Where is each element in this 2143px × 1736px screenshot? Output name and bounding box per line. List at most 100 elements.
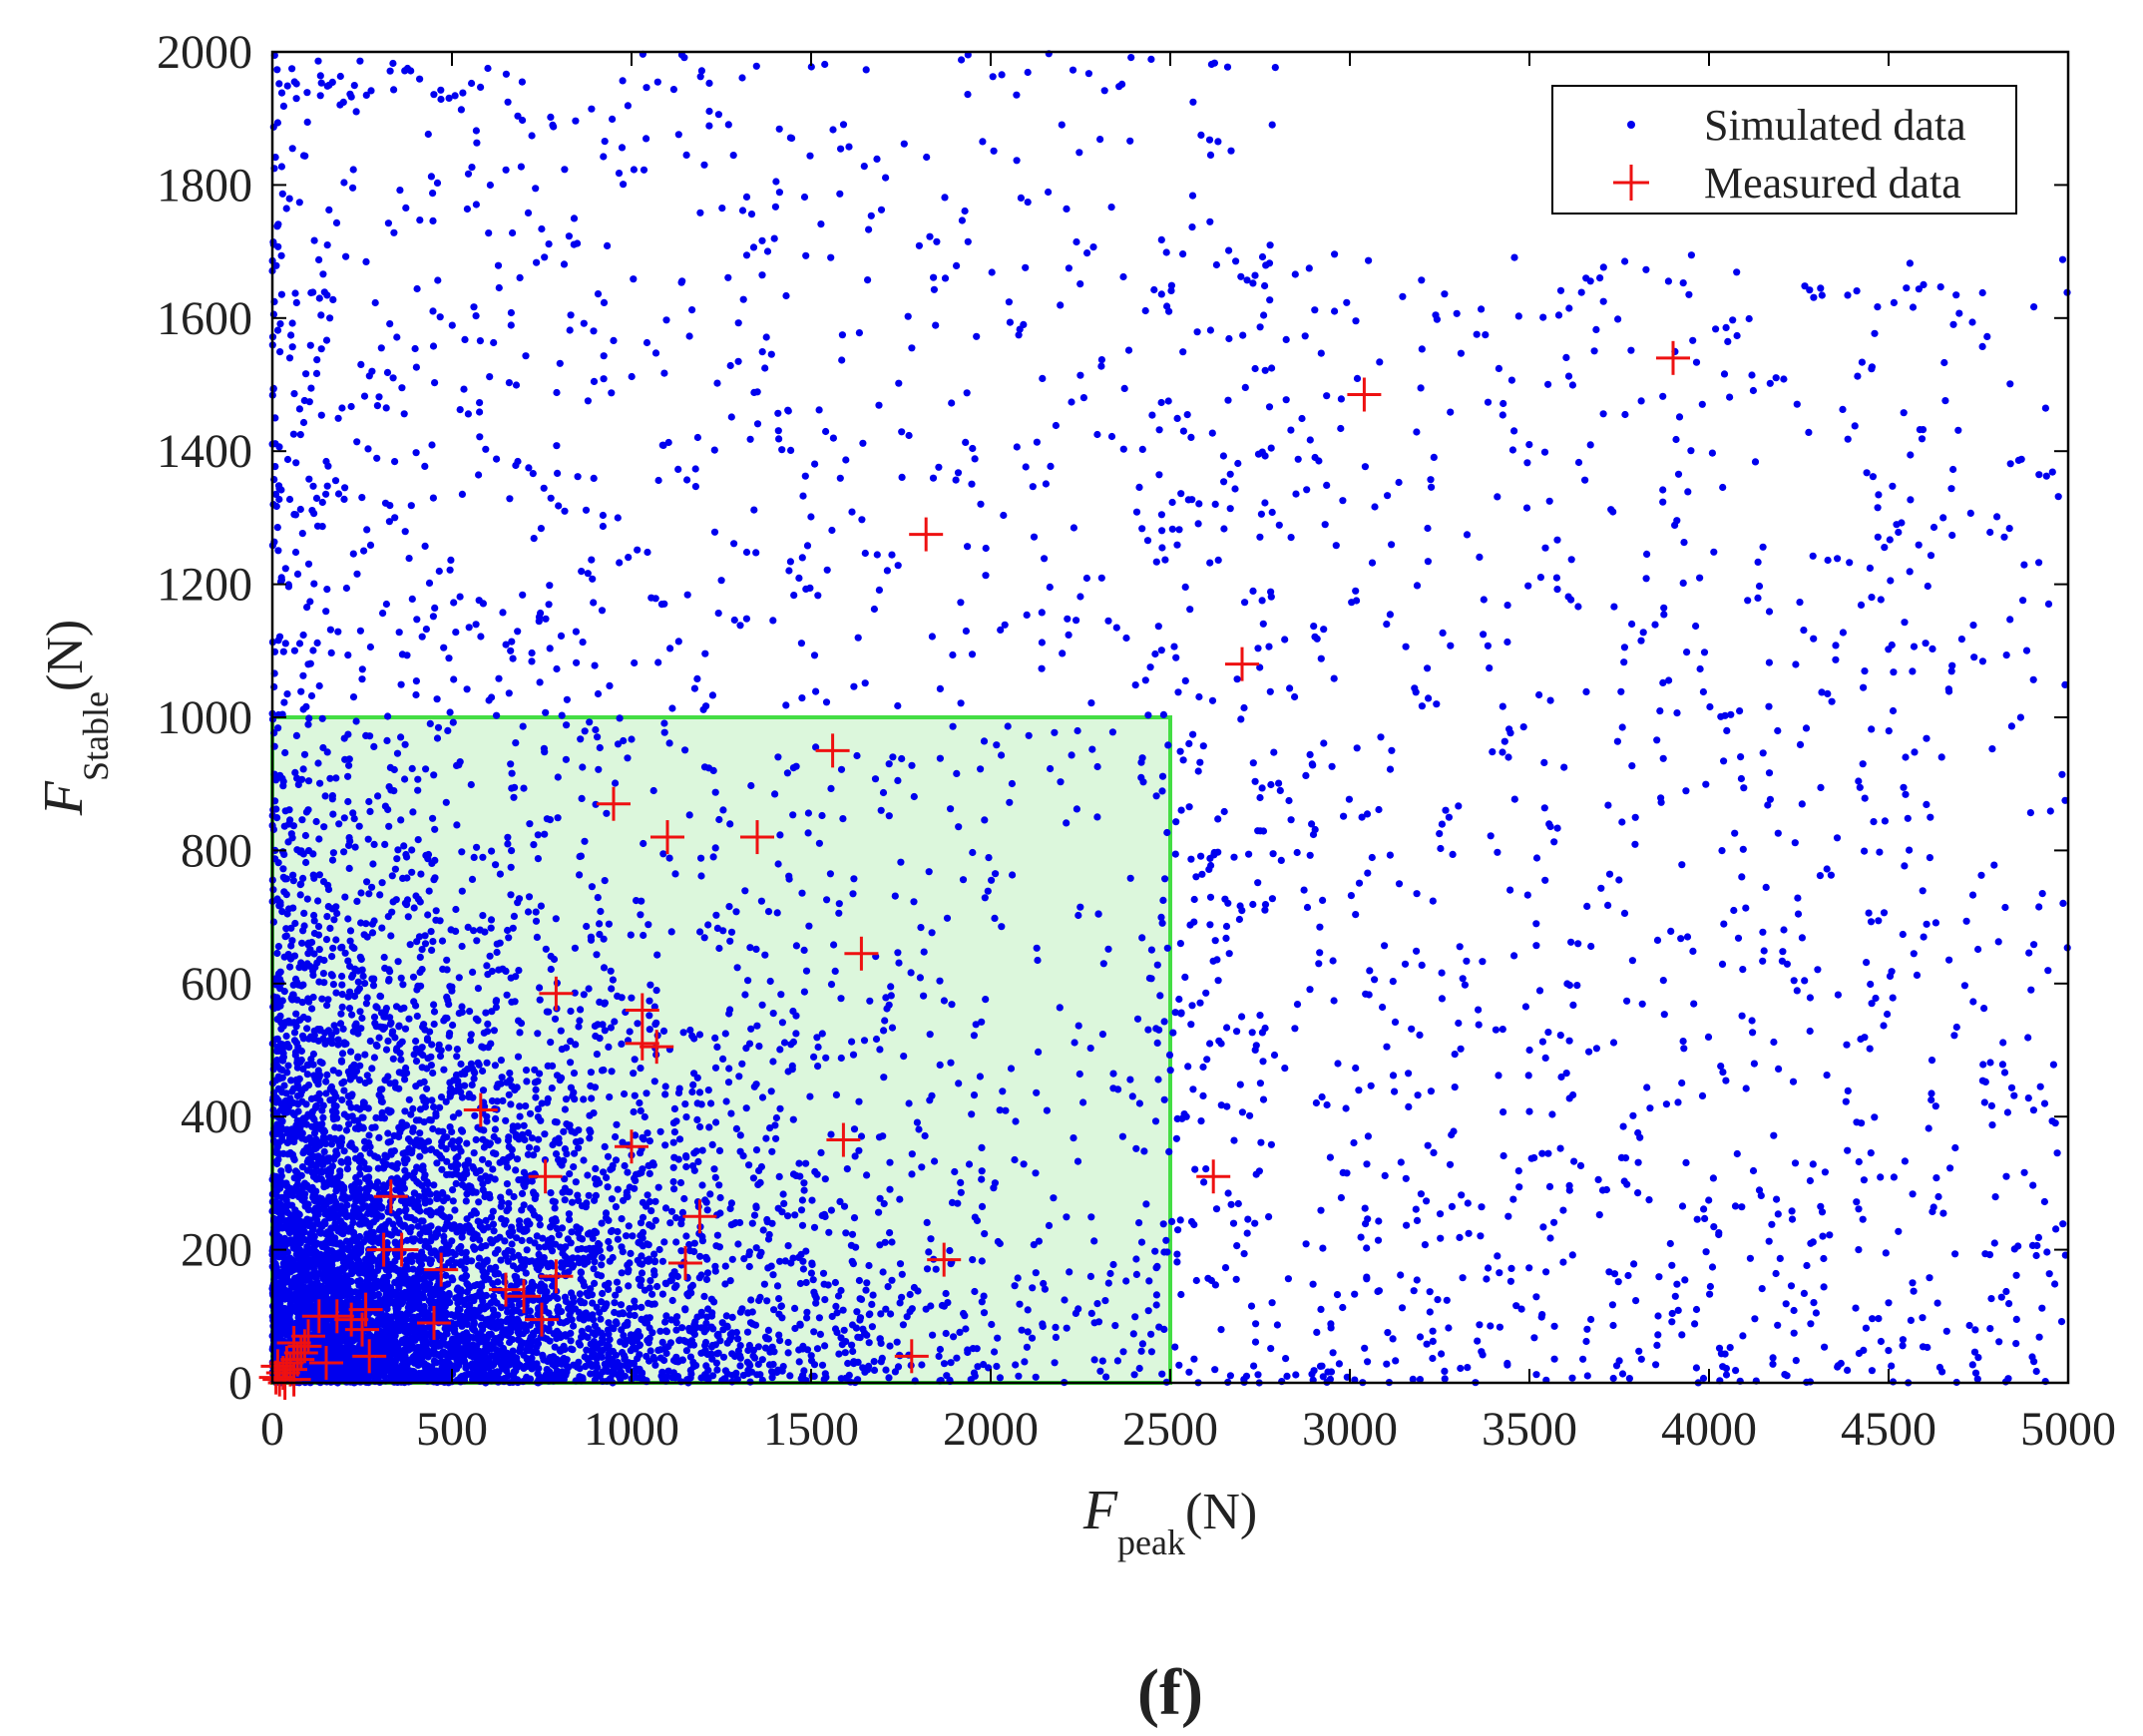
- simulated-point: [1408, 1025, 1416, 1033]
- simulated-point: [557, 1027, 565, 1035]
- simulated-point: [370, 1013, 379, 1022]
- simulated-point: [792, 942, 801, 950]
- simulated-point: [1817, 284, 1825, 292]
- simulated-point: [314, 923, 323, 931]
- simulated-point: [320, 288, 328, 296]
- simulated-point: [319, 970, 327, 978]
- simulated-point: [601, 877, 609, 885]
- simulated-point: [883, 567, 892, 575]
- simulated-point: [795, 1159, 803, 1167]
- simulated-point: [932, 321, 940, 329]
- simulated-point: [600, 964, 609, 972]
- simulated-point: [502, 1116, 510, 1124]
- simulated-point: [391, 1238, 399, 1246]
- simulated-point: [1177, 806, 1185, 814]
- simulated-point: [792, 1012, 800, 1020]
- simulated-point: [1774, 1321, 1782, 1329]
- simulated-point: [639, 1165, 646, 1173]
- simulated-point: [829, 126, 837, 134]
- simulated-point: [288, 65, 296, 73]
- simulated-point: [546, 645, 554, 652]
- simulated-point: [545, 240, 553, 248]
- simulated-point: [370, 1054, 378, 1062]
- simulated-point: [1281, 1065, 1289, 1073]
- simulated-point: [521, 1227, 530, 1235]
- simulated-point: [1939, 514, 1947, 522]
- simulated-point: [813, 1170, 821, 1178]
- simulated-point: [534, 855, 543, 863]
- simulated-point: [2059, 1220, 2067, 1228]
- simulated-point: [608, 389, 616, 397]
- simulated-point: [366, 1037, 374, 1046]
- simulated-point: [1877, 1173, 1885, 1181]
- simulated-point: [328, 953, 336, 961]
- simulated-point: [1995, 1338, 2003, 1346]
- simulated-point: [1722, 1371, 1731, 1379]
- simulated-point: [414, 775, 422, 783]
- simulated-point: [963, 389, 971, 397]
- simulated-point: [1951, 1143, 1959, 1152]
- simulated-point: [627, 1249, 635, 1257]
- simulated-point: [1033, 1088, 1041, 1096]
- simulated-point: [651, 1361, 659, 1369]
- simulated-point: [1769, 1360, 1777, 1368]
- simulated-point: [1158, 772, 1167, 780]
- simulated-point: [349, 184, 357, 192]
- simulated-point: [1739, 845, 1747, 853]
- simulated-point: [2001, 903, 2009, 912]
- simulated-point: [561, 1145, 570, 1153]
- simulated-point: [838, 331, 847, 339]
- simulated-point: [1499, 702, 1506, 710]
- simulated-point: [900, 140, 908, 148]
- simulated-point: [350, 1061, 358, 1069]
- simulated-point: [446, 566, 454, 574]
- simulated-point: [535, 1266, 543, 1274]
- simulated-point: [808, 1196, 816, 1204]
- simulated-point: [647, 1207, 655, 1215]
- simulated-point: [572, 117, 580, 125]
- simulated-point: [1494, 1252, 1501, 1260]
- simulated-point: [474, 1217, 482, 1225]
- simulated-point: [541, 1130, 549, 1138]
- simulated-point: [1249, 279, 1257, 287]
- simulated-point: [1569, 1090, 1577, 1099]
- simulated-point: [296, 848, 304, 856]
- simulated-point: [289, 877, 297, 885]
- simulated-point: [848, 1257, 856, 1265]
- simulated-point: [1458, 1191, 1466, 1199]
- simulated-point: [429, 494, 437, 502]
- simulated-point: [770, 234, 778, 242]
- simulated-point: [417, 870, 425, 878]
- simulated-point: [397, 680, 405, 688]
- simulated-point: [446, 1123, 454, 1131]
- simulated-point: [762, 333, 770, 341]
- simulated-point: [2034, 1233, 2042, 1241]
- simulated-point: [1418, 345, 1426, 353]
- simulated-point: [434, 276, 442, 284]
- simulated-point: [1173, 1258, 1181, 1266]
- simulated-point: [344, 797, 352, 806]
- simulated-point: [1303, 903, 1312, 912]
- simulated-point: [1320, 739, 1328, 747]
- simulated-point: [1999, 1039, 2007, 1047]
- simulated-point: [848, 1341, 856, 1349]
- simulated-point: [651, 1197, 659, 1205]
- simulated-point: [1631, 840, 1639, 848]
- simulated-point: [1057, 778, 1065, 786]
- simulated-point: [976, 1073, 985, 1081]
- simulated-point: [1122, 1277, 1130, 1285]
- simulated-point: [1087, 1213, 1095, 1221]
- simulated-point: [479, 600, 487, 608]
- simulated-point: [742, 1104, 750, 1112]
- simulated-point: [713, 379, 721, 387]
- simulated-point: [1161, 875, 1169, 883]
- simulated-point: [299, 631, 307, 640]
- simulated-point: [1413, 890, 1421, 898]
- simulated-point: [296, 431, 304, 439]
- simulated-point: [1737, 774, 1745, 783]
- simulated-point: [1904, 814, 1912, 822]
- simulated-point: [1223, 1102, 1231, 1110]
- simulated-point: [318, 714, 326, 722]
- simulated-point: [292, 80, 300, 88]
